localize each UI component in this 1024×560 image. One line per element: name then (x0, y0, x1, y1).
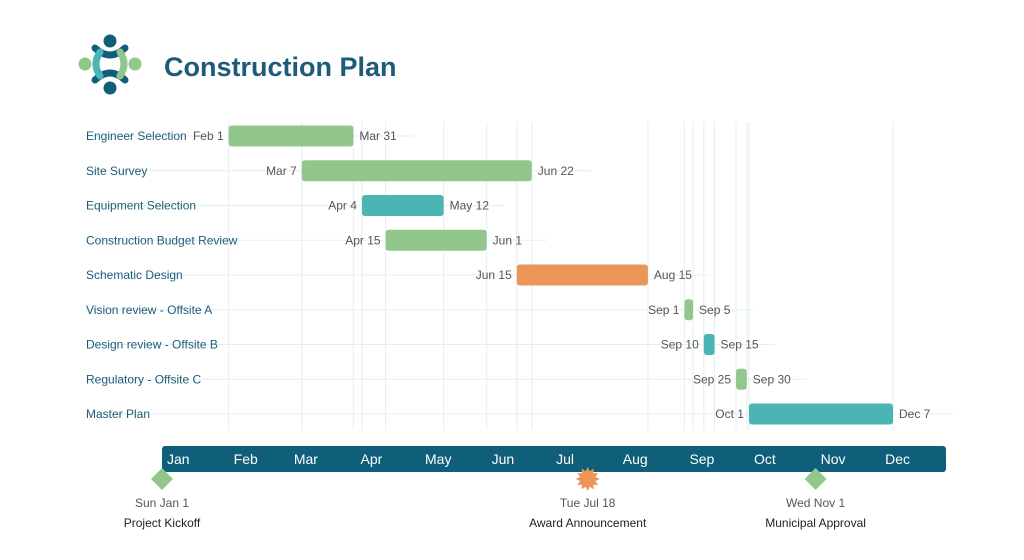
task-row: Regulatory - Offsite C Sep 25 Sep 30 (86, 368, 807, 390)
task-bar (703, 334, 715, 355)
task-name: Engineer Selection (86, 129, 187, 143)
task-start-label: Apr 4 (328, 199, 357, 213)
month-label: Jul (556, 451, 574, 467)
task-name: Equipment Selection (86, 199, 196, 213)
month-label: May (425, 451, 451, 467)
milestone-date: Sun Jan 1 (135, 496, 189, 510)
task-start-label: Sep 25 (693, 372, 731, 386)
task-bar (516, 264, 648, 286)
milestone-name: Award Announcement (529, 516, 647, 530)
task-bar (736, 368, 747, 390)
logo-head-left (78, 57, 92, 71)
milestone: Sun Jan 1 Project Kickoff (124, 468, 201, 530)
milestone: Tue Jul 18 Award Announcement (529, 467, 647, 530)
task-end-label: Sep 15 (721, 338, 759, 352)
logo-head-top (103, 34, 117, 48)
task-name: Regulatory - Offsite C (86, 372, 201, 386)
milestone-name: Municipal Approval (765, 516, 866, 530)
month-label: Nov (821, 451, 846, 467)
task-name: Design review - Offsite B (86, 338, 218, 352)
milestones: Sun Jan 1 Project Kickoff Tue Jul 18 Award … (124, 467, 866, 530)
task-row: Engineer Selection Feb 1 Mar 31 (86, 125, 414, 147)
milestone-diamond-icon (151, 468, 173, 490)
month-label: Dec (885, 451, 910, 467)
logo-arm-left (92, 48, 104, 80)
month-label: Sep (689, 451, 714, 467)
task-name: Master Plan (86, 407, 150, 421)
month-label: Jan (167, 451, 190, 467)
task-row: Schematic Design Jun 15 Aug 15 (86, 264, 708, 286)
task-row: Equipment Selection Apr 4 May 12 (86, 195, 504, 216)
task-rows: Engineer Selection Feb 1 Mar 31 Site Survey… (86, 125, 953, 425)
task-start-label: Sep 10 (661, 338, 699, 352)
task-end-label: Jun 22 (538, 164, 574, 178)
task-row: Site Survey Mar 7 Jun 22 (86, 160, 592, 182)
logo-arm-right (116, 48, 128, 80)
timeline-band (162, 446, 946, 472)
task-start-label: Oct 1 (715, 407, 744, 421)
task-row: Master Plan Oct 1 Dec 7 (86, 403, 953, 425)
logo-head-bottom (103, 81, 117, 95)
task-end-label: Aug 15 (654, 268, 692, 282)
task-name: Vision review - Offsite A (86, 303, 212, 317)
task-start-label: Jun 15 (476, 268, 512, 282)
task-start-label: Apr 15 (345, 233, 381, 247)
task-name: Construction Budget Review (86, 233, 238, 247)
task-end-label: Dec 7 (899, 407, 931, 421)
task-bar (748, 403, 893, 425)
milestone-name: Project Kickoff (124, 516, 201, 530)
task-end-label: Jun 1 (493, 233, 523, 247)
task-start-label: Mar 7 (266, 164, 297, 178)
month-label: Apr (361, 451, 383, 467)
task-bar (228, 125, 354, 147)
task-row: Construction Budget Review Apr 15 Jun 1 (86, 229, 547, 251)
task-bar (361, 195, 444, 216)
month-label: Mar (294, 451, 318, 467)
task-end-label: Sep 30 (753, 372, 791, 386)
task-start-label: Feb 1 (193, 129, 224, 143)
milestone: Wed Nov 1 Municipal Approval (765, 468, 866, 530)
milestone-date: Tue Jul 18 (560, 496, 616, 510)
task-end-label: Sep 5 (699, 303, 731, 317)
page-title: Construction Plan (164, 52, 397, 82)
milestone-diamond-icon (804, 468, 827, 490)
task-bar (684, 299, 694, 321)
milestone-starburst-icon (575, 467, 600, 491)
task-row: Vision review - Offsite A Sep 1 Sep 5 (86, 299, 754, 321)
task-name: Schematic Design (86, 268, 183, 282)
task-name: Site Survey (86, 164, 147, 178)
task-bar (385, 229, 487, 251)
month-label: Oct (754, 451, 776, 467)
month-label: Feb (234, 451, 258, 467)
people-unity-logo-icon (78, 34, 142, 95)
logo-head-right (128, 57, 142, 71)
task-start-label: Sep 1 (648, 303, 680, 317)
month-timeline: Jan Feb Mar Apr May Jun Jul Aug Sep Oct Nov Dec (162, 446, 946, 472)
month-label: Aug (623, 451, 648, 467)
month-label: Jun (492, 451, 515, 467)
task-bar (301, 160, 532, 182)
task-end-label: Mar 31 (359, 129, 397, 143)
milestone-date: Wed Nov 1 (786, 496, 845, 510)
task-row: Design review - Offsite B Sep 10 Sep 15 (86, 334, 775, 355)
task-end-label: May 12 (450, 199, 490, 213)
